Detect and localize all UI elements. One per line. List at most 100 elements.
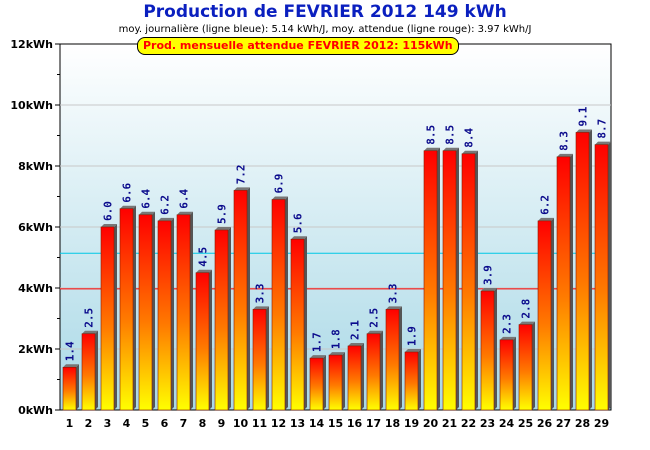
bar [309, 357, 324, 411]
bar-value-label: 8.7 [596, 119, 609, 139]
bar-top [215, 227, 231, 231]
bar-value-label: 1.4 [64, 341, 77, 361]
bar [499, 339, 514, 411]
value-labels-layer: 1.4 2.5 6.0 6.6 6.4 6.2 6.4 4.5 5.9 7.2 3.3 6.9 5.6 1… [64, 106, 609, 361]
bar [518, 324, 533, 411]
x-tick-label: 15 [328, 417, 343, 430]
x-tick-label: 26 [537, 417, 553, 430]
y-tick-label: 8kWh [18, 160, 53, 173]
bar-top [139, 211, 155, 215]
bar [347, 345, 362, 411]
x-tick-label: 10 [233, 417, 249, 430]
bar-value-label: 5.6 [292, 213, 305, 233]
x-tick-label: 12 [271, 417, 286, 430]
x-tick-label: 7 [180, 417, 188, 430]
chart-title: Production de FEVRIER 2012 149 kWh [143, 2, 507, 22]
y-tick-label: 4kWh [18, 282, 53, 295]
x-tick-label: 19 [404, 417, 419, 430]
bar [119, 208, 134, 411]
bar [290, 238, 305, 411]
x-tick-label: 16 [347, 417, 363, 430]
bar [480, 290, 495, 411]
x-tick-label: 9 [218, 417, 226, 430]
bar-side [133, 205, 136, 410]
bar [62, 366, 77, 411]
bar [214, 229, 229, 411]
bar-side [190, 211, 193, 410]
x-tick-label: 23 [480, 417, 495, 430]
bar-value-label: 1.9 [406, 326, 419, 346]
bar-side [171, 217, 174, 410]
bar-side [380, 330, 383, 410]
bar [461, 153, 476, 411]
bar-top [310, 355, 326, 359]
bar-top [367, 330, 383, 334]
bar-value-label: 2.1 [349, 320, 362, 340]
x-tick-label: 21 [442, 417, 457, 430]
bar-value-label: 2.5 [368, 308, 381, 328]
x-tick-label: 13 [290, 417, 305, 430]
bar-side [323, 355, 326, 410]
bar-value-label: 8.5 [444, 125, 457, 145]
bar-value-label: 6.4 [140, 189, 153, 209]
bar-value-label: 4.5 [197, 247, 210, 267]
bar-value-label: 8.3 [558, 131, 571, 151]
bar [442, 150, 457, 411]
bar-side [114, 224, 117, 410]
bar-top [329, 352, 345, 356]
x-tick-label: 28 [575, 417, 590, 430]
x-tick-label: 2 [85, 417, 93, 430]
bar-side [475, 150, 478, 411]
bar [252, 309, 267, 411]
bar-top [120, 205, 136, 209]
bar-side [76, 364, 79, 410]
bar-value-label: 9.1 [577, 106, 590, 126]
bar-top [101, 224, 117, 227]
bar-value-label: 1.7 [311, 332, 324, 352]
x-tick-label: 3 [104, 417, 112, 430]
bar-top [538, 217, 554, 221]
bar-top [424, 147, 440, 151]
bar [594, 144, 609, 411]
bars-layer [62, 129, 611, 411]
expected-production-badge: Prod. mensuelle attendue FEVRIER 2012: 1… [137, 37, 459, 55]
bar-side [608, 141, 611, 410]
bar-value-label: 6.9 [273, 174, 286, 194]
y-tick-label: 6kWh [18, 221, 53, 234]
bar-value-label: 7.2 [235, 165, 248, 185]
bar-value-label: 3.9 [482, 265, 495, 285]
bar-value-label: 5.9 [216, 204, 229, 224]
bar-value-label: 6.0 [102, 201, 115, 221]
x-tick-label: 11 [252, 417, 267, 430]
bar [157, 220, 172, 411]
bar [176, 214, 191, 411]
x-tick-label: 25 [518, 417, 533, 430]
bar-top [348, 342, 364, 346]
bar [195, 272, 210, 411]
bar [138, 214, 153, 411]
bar-top [405, 349, 421, 353]
bar-side [266, 306, 269, 410]
bar-value-label: 6.2 [159, 195, 172, 215]
x-tick-label: 6 [161, 417, 169, 430]
bar-side [437, 147, 440, 410]
x-tick-label: 8 [199, 417, 207, 430]
bar-side [494, 288, 497, 410]
bar [271, 199, 286, 411]
y-tick-label: 10kWh [10, 99, 53, 112]
bar-side [570, 153, 573, 410]
bar-side [418, 349, 421, 410]
x-tick-label: 18 [385, 417, 400, 430]
x-tick-label: 5 [142, 417, 150, 430]
bar-top [595, 141, 611, 145]
bar-value-label: 6.6 [121, 182, 134, 202]
bar [556, 156, 571, 411]
bar [537, 220, 552, 411]
bar [328, 354, 343, 411]
bar-top [196, 269, 212, 273]
bar-side [589, 129, 592, 410]
bar [81, 333, 96, 411]
x-tick-label: 22 [461, 417, 476, 430]
bar-side [532, 321, 535, 410]
